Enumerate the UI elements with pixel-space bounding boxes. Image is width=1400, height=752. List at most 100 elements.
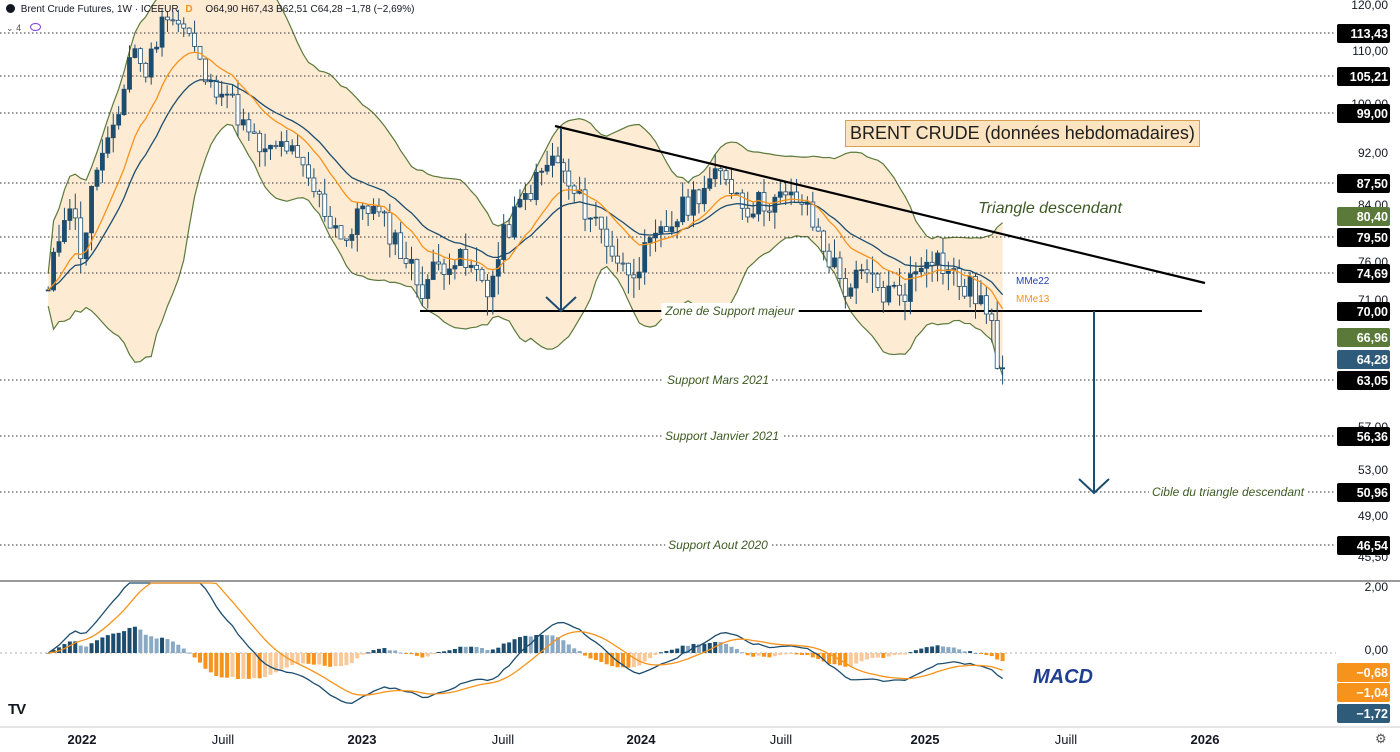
gear-icon[interactable]: ⚙ <box>1375 731 1387 746</box>
macd-histogram-bar <box>908 652 913 654</box>
price-level-tag-bg <box>1337 427 1390 446</box>
indicator-tag-bg <box>1337 350 1390 369</box>
candle-body <box>148 48 154 78</box>
price-level-tag-bg <box>1337 24 1390 43</box>
candle <box>148 42 154 85</box>
candle-body <box>935 252 940 266</box>
candle <box>674 218 680 239</box>
eye-icon[interactable] <box>29 23 41 31</box>
candle-body <box>430 261 436 280</box>
candle-body <box>89 185 94 234</box>
macd-histogram-bar <box>702 643 707 653</box>
x-axis-tick-label: 2022 <box>68 732 97 747</box>
candle-body <box>99 152 105 171</box>
candle <box>517 189 523 209</box>
candle-body <box>837 257 843 279</box>
candle-body <box>701 187 707 205</box>
candle <box>631 258 637 298</box>
macd-tag: −0,68 <box>1356 666 1388 680</box>
macd-histogram-bar <box>615 653 620 668</box>
macd-histogram-bar <box>181 648 186 653</box>
candle <box>528 184 534 202</box>
macd-histogram-bar <box>517 637 522 653</box>
level-label-bg <box>1148 484 1308 500</box>
candle-body <box>132 48 138 58</box>
candle-body <box>978 295 984 305</box>
candle <box>897 268 902 306</box>
macd-histogram-bar <box>442 651 447 653</box>
macd-histogram-bar <box>176 644 181 653</box>
macd-histogram-bar <box>778 653 783 655</box>
candle <box>62 207 67 244</box>
candle-body <box>116 114 122 126</box>
price-level-lines <box>0 32 1336 546</box>
candle <box>257 130 263 167</box>
candle <box>848 283 854 300</box>
candle-body <box>344 238 349 241</box>
candle <box>989 308 995 343</box>
candle-body <box>51 251 56 291</box>
candle-body <box>875 273 881 288</box>
candle-body <box>441 263 447 275</box>
macd-histogram-bar <box>414 653 419 656</box>
candle-body <box>1000 367 1006 370</box>
candle <box>626 262 631 294</box>
candle <box>468 259 474 273</box>
candle-body <box>452 265 458 270</box>
tradingview-logo-icon[interactable]: TV <box>8 701 26 718</box>
mme22-line <box>47 79 1004 296</box>
macd-histogram-bar <box>599 653 604 662</box>
macd-histogram-bar <box>827 653 832 664</box>
candle-body <box>338 225 344 240</box>
price-level-tag: 56,36 <box>1357 430 1388 444</box>
chevron-down-icon[interactable]: ⌄ <box>6 23 14 33</box>
symbol-header[interactable]: Brent Crude Futures, 1W · ICEEUR D O64,9… <box>6 4 414 15</box>
candle-body <box>723 170 729 180</box>
macd-histogram-bar <box>501 643 506 653</box>
candle <box>474 247 479 282</box>
candle-body <box>56 241 62 253</box>
indicator-toggle[interactable]: ⌄ 4 <box>6 23 41 34</box>
candle-body <box>745 207 751 218</box>
macd-histogram-bar <box>198 653 203 663</box>
candle <box>669 211 675 236</box>
candle <box>718 165 724 185</box>
macd-histogram-bar <box>436 651 441 653</box>
macd-histogram-bar <box>729 646 734 653</box>
macd-tag: −1,04 <box>1356 686 1388 700</box>
candle <box>365 203 371 227</box>
candle <box>815 218 821 232</box>
macd-pane: MACD 2,00 0,00 <box>0 580 1400 727</box>
macd-histogram-bar <box>474 646 479 653</box>
x-axis-tick-label: Juill <box>770 732 793 747</box>
symbol-name: Brent Crude Futures <box>20 4 112 15</box>
candle <box>327 206 333 229</box>
macd-histogram-bar <box>930 646 935 653</box>
candle <box>734 191 740 195</box>
candle-body <box>517 199 523 208</box>
candle-body <box>821 230 827 252</box>
candle <box>485 274 490 316</box>
candle-body <box>712 168 718 180</box>
macd-histogram-bar <box>593 653 598 661</box>
macd-tag-bg <box>1337 663 1390 682</box>
candle-body <box>859 269 865 272</box>
candle-body <box>224 93 230 96</box>
candle <box>72 193 78 230</box>
macd-axis-label: 0,00 <box>1365 643 1389 657</box>
candle-body <box>788 191 794 196</box>
candle <box>870 256 875 293</box>
drawing-annotations: Zone de Support majeur Support Mars 2021 S… <box>545 124 1308 553</box>
candle-body <box>707 178 713 189</box>
time-axis: 2022 Juill 2023 Juill 2024 Juill 2025 Juill 2026 <box>0 726 1400 747</box>
candle <box>300 156 306 177</box>
macd-histogram-bar <box>382 648 387 653</box>
macd-histogram-bar <box>122 631 127 653</box>
price-level-tag-bg <box>1337 536 1390 555</box>
candle-body <box>94 169 100 187</box>
candle <box>832 239 837 269</box>
candle-body <box>550 155 555 166</box>
candle-body <box>669 226 675 233</box>
candle-body <box>468 264 474 268</box>
